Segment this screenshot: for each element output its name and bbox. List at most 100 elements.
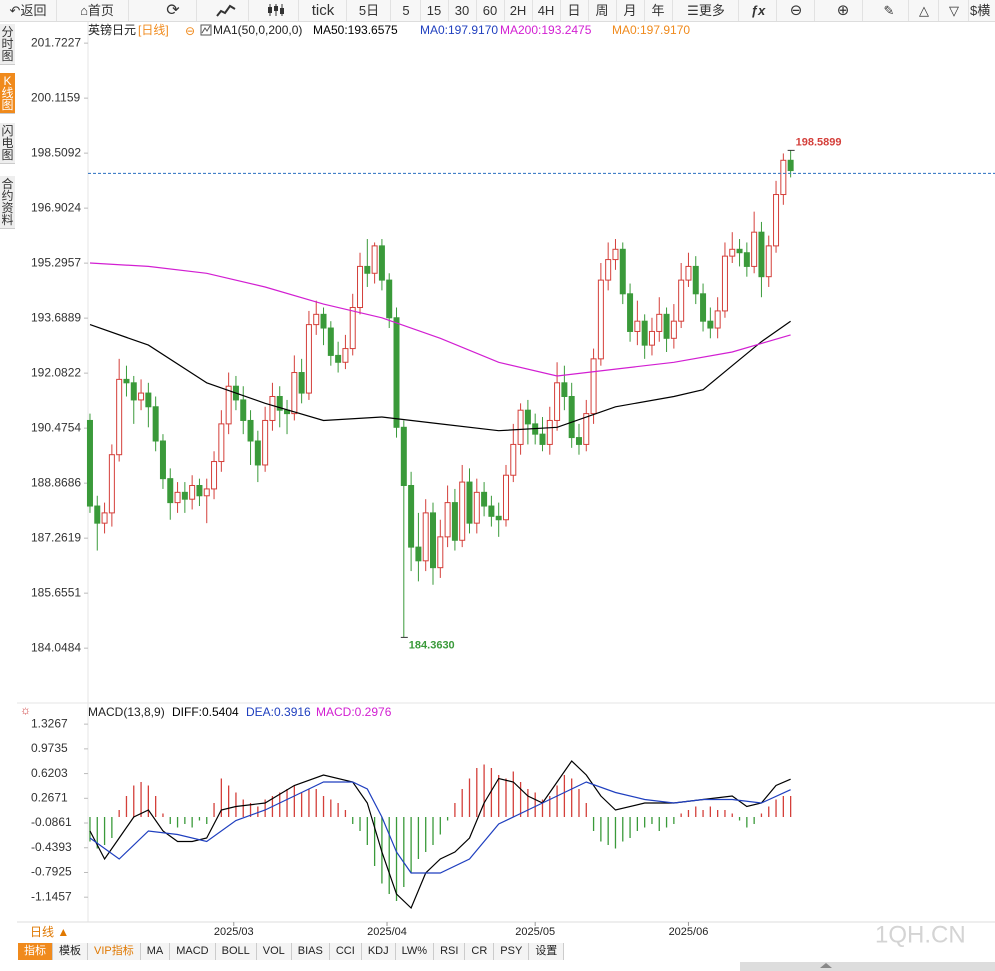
dollar-button[interactable]: $横 — [970, 3, 991, 18]
candle-body — [415, 546, 422, 562]
indicator-name: MA1(50,0,200,0) — [213, 23, 302, 37]
zoom-in[interactable]: ⊕ — [824, 0, 863, 21]
candle-body — [327, 327, 334, 356]
indicator-tab[interactable]: VIP指标 — [88, 943, 141, 960]
candle-body — [685, 265, 692, 281]
side-tab[interactable]: 闪电图 — [0, 123, 15, 164]
candle-body — [707, 320, 714, 329]
triangle-down[interactable]: ▽ — [940, 0, 969, 21]
period-month[interactable]: 月 — [616, 0, 645, 21]
y-tick-label: 0.6203 — [31, 766, 68, 780]
period-year[interactable]: 年 — [644, 0, 673, 21]
candle-body — [393, 317, 400, 428]
more-label: 更多 — [698, 3, 725, 18]
candle-body — [218, 423, 225, 463]
more-button[interactable]: ☰更多 — [674, 0, 739, 21]
scroll-arrow[interactable] — [820, 963, 832, 968]
y-tick-label: 185.6551 — [31, 585, 81, 599]
indicator-icon[interactable] — [200, 24, 212, 36]
candle-body — [225, 385, 232, 425]
candle-button[interactable] — [254, 0, 299, 21]
indicator-tab[interactable]: KDJ — [361, 943, 396, 960]
y-tick-label: 187.2619 — [31, 530, 81, 544]
candle-body — [510, 443, 517, 476]
candle-body — [408, 485, 415, 548]
period-button[interactable]: 日线 ▲ — [30, 925, 69, 939]
side-tab[interactable]: 分时图 — [0, 24, 15, 65]
candle-body — [94, 505, 101, 524]
period-2h[interactable]: 2H — [504, 0, 533, 21]
period-15[interactable]: 15 — [420, 0, 449, 21]
candle-body — [86, 419, 93, 507]
side-tab[interactable]: K线图 — [0, 73, 15, 114]
indicator-tab[interactable]: MA — [140, 943, 171, 960]
candle-body — [291, 372, 298, 415]
indicator-tab[interactable]: BOLL — [215, 943, 257, 960]
candle-body — [473, 491, 480, 524]
indicator-tab[interactable]: VOL — [256, 943, 292, 960]
y-tick-label: -0.0861 — [31, 815, 72, 829]
scrollbar[interactable] — [740, 962, 995, 971]
candle-body — [196, 485, 203, 497]
candle-body — [422, 512, 429, 562]
candle-body — [605, 259, 612, 281]
indicator-tab[interactable]: RSI — [434, 943, 466, 960]
candle-body — [189, 485, 196, 500]
watermark: 1QH.CN — [875, 921, 966, 948]
collapse-icon[interactable]: ⊖ — [185, 24, 195, 38]
candle-body — [451, 502, 458, 541]
candle-body — [627, 293, 634, 332]
candle-body — [145, 392, 152, 408]
period-5[interactable]: 5 — [392, 0, 421, 21]
legend-item: DEA:0.3916 — [246, 705, 311, 719]
candle-body — [371, 245, 378, 274]
chart-button[interactable] — [204, 0, 249, 21]
indicator-line — [89, 320, 791, 432]
candle-body — [400, 426, 407, 487]
legend-item: MACD:0.2976 — [316, 705, 392, 719]
pencil-button[interactable]: ✎ — [870, 0, 909, 21]
home-button[interactable]: ⌂首页 — [66, 0, 129, 21]
indicator-tab[interactable]: PSY — [494, 943, 530, 960]
tick-button[interactable]: tick — [300, 0, 347, 21]
period-day[interactable]: 日 — [560, 0, 589, 21]
indicator-tab[interactable]: BIAS — [291, 943, 330, 960]
indicator-tab[interactable]: 模板 — [53, 943, 88, 960]
triangle-up[interactable]: △ — [910, 0, 939, 21]
back-button[interactable]: ↶返回 — [0, 0, 57, 21]
settings-icon[interactable]: ☼ — [20, 703, 31, 717]
indicator-line — [89, 262, 791, 377]
candle-body — [481, 491, 488, 507]
candle-body — [773, 194, 780, 247]
period-4h[interactable]: 4H — [532, 0, 561, 21]
indicator-tab[interactable]: CCI — [329, 943, 362, 960]
side-tab[interactable]: 合约资料 — [0, 176, 15, 229]
candle-body — [247, 419, 254, 442]
back-label: 返回 — [20, 3, 47, 18]
zoom-out[interactable]: ⊖ — [778, 0, 815, 21]
indicator-tab[interactable]: 指标 — [18, 943, 53, 960]
candle-body — [678, 279, 685, 322]
period-5d[interactable]: 5日 — [348, 0, 391, 21]
candle-body — [335, 354, 342, 363]
candle-body — [116, 378, 123, 456]
period-30[interactable]: 30 — [448, 0, 477, 21]
symbol-title: 英镑日元 — [88, 22, 136, 37]
period-60[interactable]: 60 — [476, 0, 505, 21]
indicator-tab[interactable]: CR — [465, 943, 495, 960]
x-tick-label: 2025/06 — [669, 926, 709, 938]
candle-body — [108, 454, 115, 514]
period-week[interactable]: 周 — [588, 0, 617, 21]
candle-body — [138, 392, 145, 401]
refresh-button[interactable]: ⟳ — [150, 0, 197, 21]
candle-body — [721, 255, 728, 312]
fx-button[interactable]: ƒx — [740, 0, 777, 21]
home-label: 首页 — [87, 3, 114, 18]
candle-body — [517, 409, 524, 445]
indicator-tab[interactable]: MACD — [170, 943, 216, 960]
indicator-tab[interactable]: LW% — [395, 943, 435, 960]
indicator-tab[interactable]: 设置 — [529, 943, 565, 960]
candle-body — [575, 437, 582, 445]
x-tick-label: 2025/05 — [515, 926, 555, 938]
bottom-tabs: 指标 模板 VIP指标 MA MACD BOLL VOL BIAS CCI KDJ LW% RSI CR… — [18, 943, 565, 960]
